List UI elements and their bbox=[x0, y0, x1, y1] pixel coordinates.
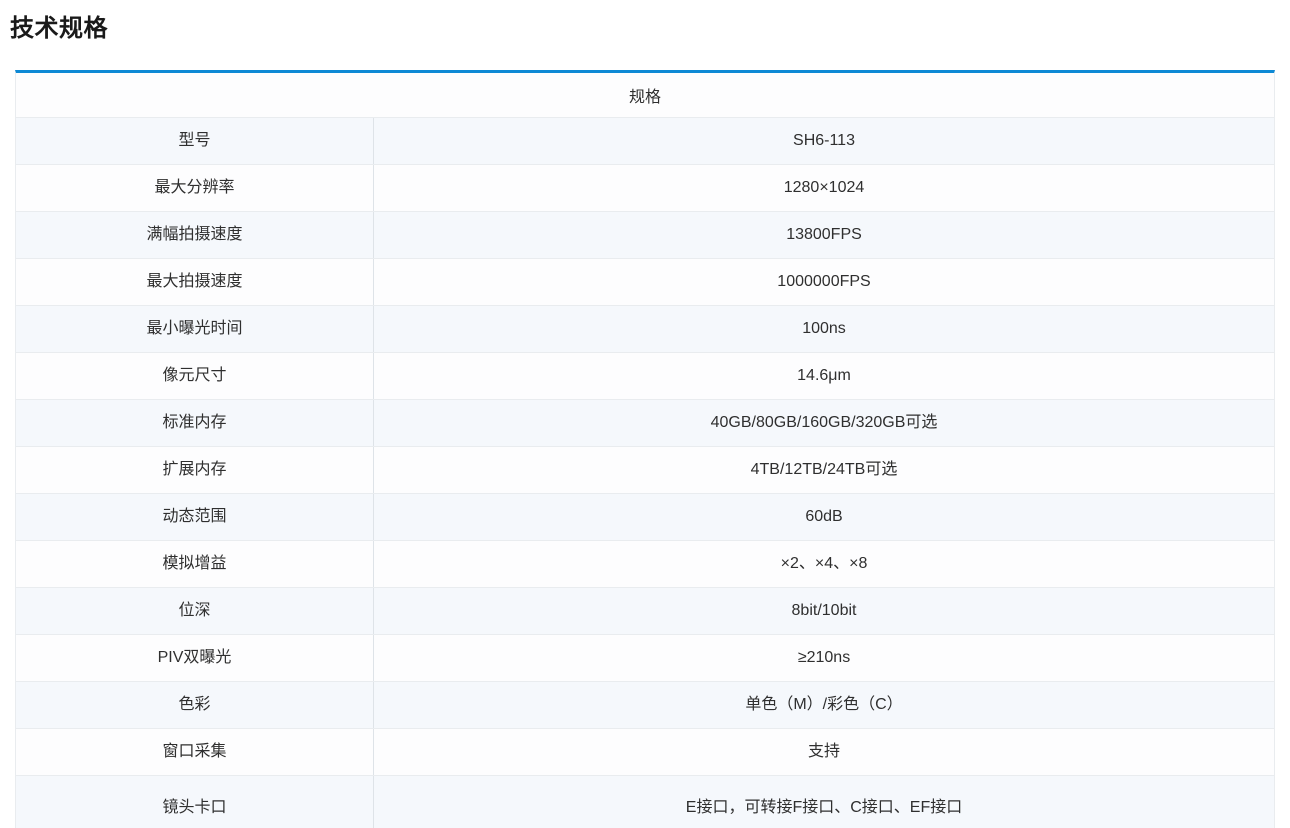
table-row: 最小曝光时间 100ns bbox=[16, 306, 1274, 353]
spec-label-cell: 最大分辨率 bbox=[16, 165, 374, 211]
spec-value-cell: ×2、×4、×8 bbox=[780, 555, 868, 573]
table-row: 模拟增益 ×2、×4、×8 bbox=[16, 541, 1274, 588]
spec-label-cell: 模拟增益 bbox=[16, 541, 374, 587]
spec-label-cell: 动态范围 bbox=[16, 494, 374, 540]
table-row: 窗口采集 支持 bbox=[16, 729, 1274, 776]
table-row: 扩展内存 4TB/12TB/24TB可选 bbox=[16, 447, 1274, 494]
table-row: 镜头卡口 E接口，可转接F接口、C接口、EF接口 bbox=[16, 776, 1274, 828]
table-row: 满幅拍摄速度 13800FPS bbox=[16, 212, 1274, 259]
table-row: 动态范围 60dB bbox=[16, 494, 1274, 541]
spec-value-cell: 14.6μm bbox=[797, 367, 851, 385]
spec-label-cell: 标准内存 bbox=[16, 400, 374, 446]
spec-label-cell: 像元尺寸 bbox=[16, 353, 374, 399]
spec-value-cell: SH6-113 bbox=[793, 132, 855, 150]
spec-label-cell: 扩展内存 bbox=[16, 447, 374, 493]
spec-value-cell: 4TB/12TB/24TB可选 bbox=[750, 461, 898, 479]
spec-label-cell: 最大拍摄速度 bbox=[16, 259, 374, 305]
spec-label-cell: 窗口采集 bbox=[16, 729, 374, 775]
spec-value-cell: 1280×1024 bbox=[783, 179, 865, 197]
spec-label-cell: 型号 bbox=[16, 118, 374, 164]
table-row: 最大分辨率 1280×1024 bbox=[16, 165, 1274, 212]
spec-value-cell: 1000000FPS bbox=[777, 273, 871, 291]
table-row: 像元尺寸 14.6μm bbox=[16, 353, 1274, 400]
spec-label-cell: 最小曝光时间 bbox=[16, 306, 374, 352]
table-body: 型号 SH6-113 最大分辨率 1280×1024 满幅拍摄速度 13800FPS 最大拍… bbox=[16, 118, 1274, 828]
table-row: 最大拍摄速度 1000000FPS bbox=[16, 259, 1274, 306]
spec-value-cell: 支持 bbox=[807, 743, 840, 761]
spec-label-cell: 位深 bbox=[16, 588, 374, 634]
spec-value-cell: 60dB bbox=[805, 508, 843, 526]
table-header-row: 规格 bbox=[16, 73, 1274, 118]
spec-value-cell: 单色（M）/彩色（C） bbox=[745, 696, 903, 714]
table-row: PIV双曝光 ≥210ns bbox=[16, 635, 1274, 682]
table-header-label: 规格 bbox=[628, 89, 661, 106]
page-title: 技术规格 bbox=[10, 15, 108, 42]
table-row: 标准内存 40GB/80GB/160GB/320GB可选 bbox=[16, 400, 1274, 447]
spec-value-cell: 8bit/10bit bbox=[791, 602, 857, 620]
spec-label-cell: 满幅拍摄速度 bbox=[16, 212, 374, 258]
spec-table: 规格 型号 SH6-113 最大分辨率 1280×1024 满幅拍摄速度 13800FPS… bbox=[15, 70, 1275, 828]
spec-value-cell: 40GB/80GB/160GB/320GB可选 bbox=[710, 414, 938, 432]
spec-value-cell: E接口，可转接F接口、C接口、EF接口 bbox=[685, 799, 963, 817]
spec-value-cell: 100ns bbox=[802, 320, 846, 338]
spec-label-cell: 色彩 bbox=[16, 682, 374, 728]
spec-value-cell: ≥210ns bbox=[797, 649, 851, 667]
table-row: 色彩 单色（M）/彩色（C） bbox=[16, 682, 1274, 729]
table-row: 位深 8bit/10bit bbox=[16, 588, 1274, 635]
spec-value-cell: 13800FPS bbox=[786, 226, 862, 244]
spec-label-cell: 镜头卡口 bbox=[16, 776, 374, 828]
table-row: 型号 SH6-113 bbox=[16, 118, 1274, 165]
spec-label-cell: PIV双曝光 bbox=[16, 635, 374, 681]
